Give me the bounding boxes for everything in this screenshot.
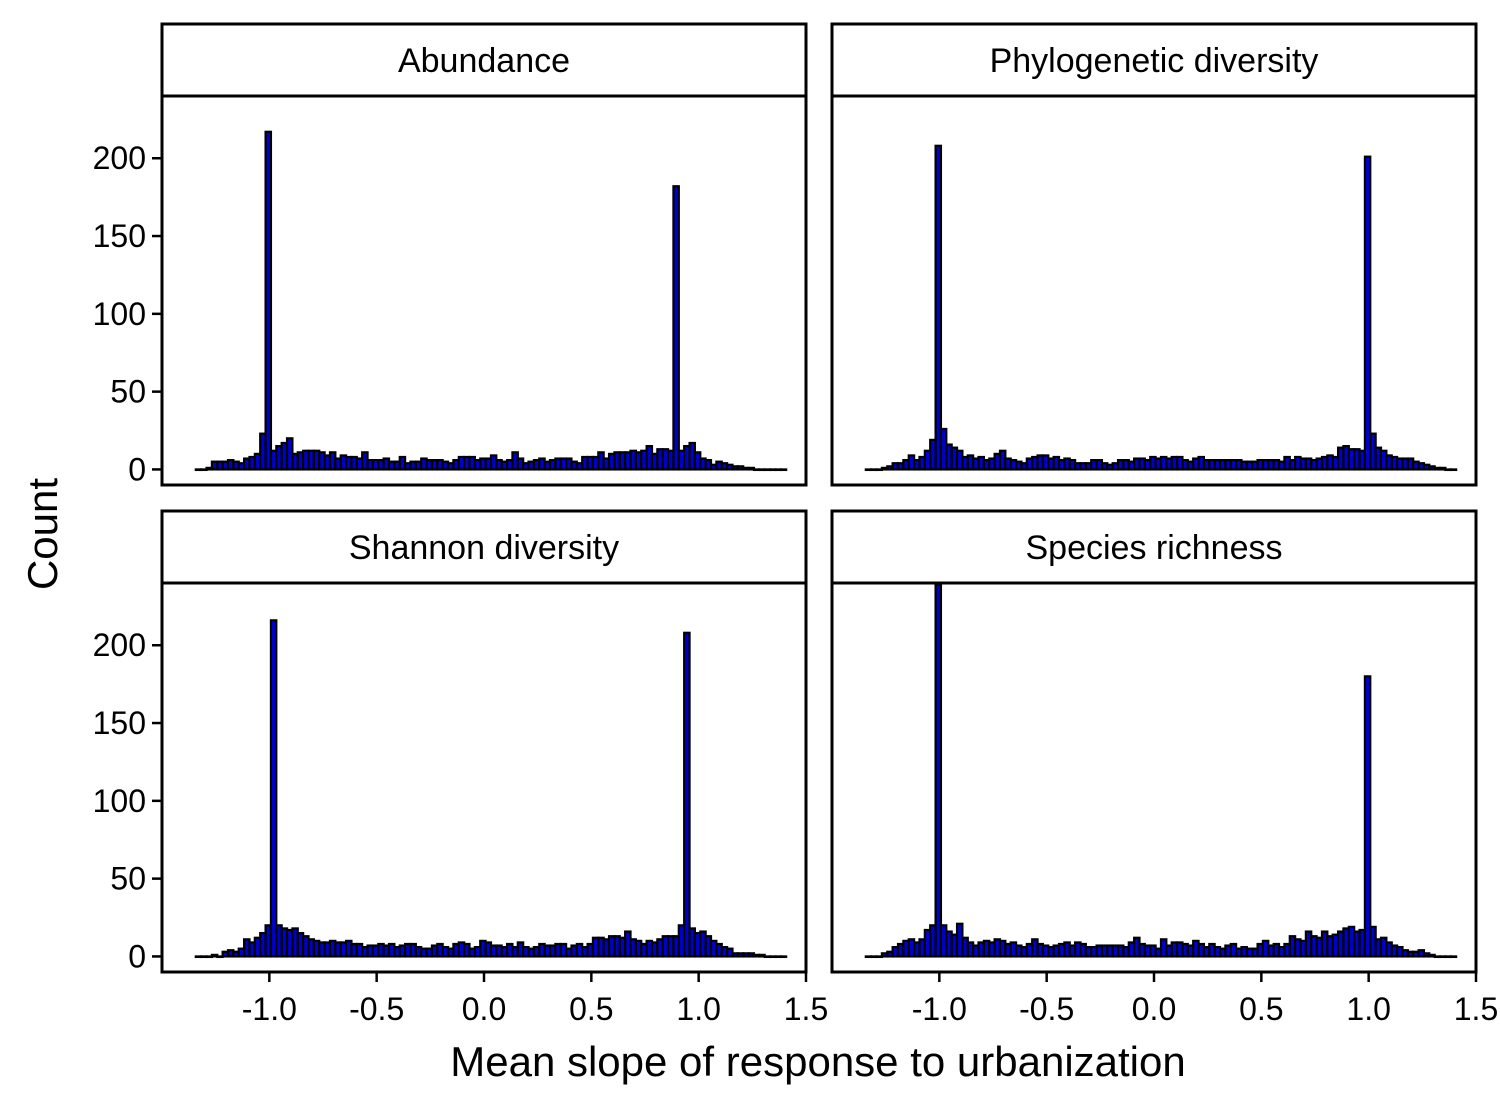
histogram-bar xyxy=(1363,675,1372,958)
facet-panel-3: Shannon diversity 0 50 100 150 200 -1.0 -0.5 0.0… xyxy=(93,509,828,1027)
histogram-bar xyxy=(934,144,943,471)
facet-panel-2: Phylogenetic diversity xyxy=(830,22,1478,487)
x-tick-label: 1.5 xyxy=(1454,991,1498,1027)
y-tick-label: 200 xyxy=(93,627,146,663)
x-tick-label: 0.0 xyxy=(462,991,506,1027)
panel-frame xyxy=(830,94,1478,487)
histogram-bars xyxy=(194,130,788,472)
x-tick-label: -1.0 xyxy=(912,991,967,1027)
facet-strip-label: Shannon diversity xyxy=(349,529,619,567)
histogram-bar xyxy=(672,185,680,471)
histogram-bars xyxy=(864,144,1458,472)
histogram-bars xyxy=(864,583,1458,959)
y-tick-label: 150 xyxy=(93,705,146,741)
histogram-bar xyxy=(1449,468,1458,472)
histogram-bar xyxy=(779,955,788,959)
y-tick-label: 50 xyxy=(110,861,146,897)
panel-frame xyxy=(830,581,1478,974)
x-axis: -1.0 -0.5 0.0 0.5 1.0 1.5 xyxy=(912,972,1498,1027)
x-tick-label: -0.5 xyxy=(349,991,404,1027)
facet-strip-label: Phylogenetic diversity xyxy=(990,42,1319,80)
histogram-bar xyxy=(1363,155,1372,471)
histogram-bar xyxy=(934,583,943,958)
facet-strip xyxy=(830,22,1478,98)
facet-panel-1: Abundance 0 50 100 150 200 xyxy=(93,22,808,487)
y-tick-label: 100 xyxy=(93,783,146,819)
y-tick-label: 0 xyxy=(128,938,146,974)
y-tick-label: 50 xyxy=(110,374,146,410)
facet-strip xyxy=(160,22,808,98)
histogram-bar xyxy=(264,130,273,471)
x-tick-label: -1.0 xyxy=(242,991,297,1027)
facet-strip-label: Abundance xyxy=(398,42,570,80)
x-tick-label: 1.0 xyxy=(676,991,720,1027)
histogram-bar xyxy=(779,468,788,472)
y-tick-label: 150 xyxy=(93,218,146,254)
histogram-bar xyxy=(1449,955,1458,959)
facet-panel-4: Species richness -1.0 -0.5 0.0 0.5 1.0 1.5 xyxy=(830,509,1498,1027)
x-tick-label: 0.5 xyxy=(1239,991,1283,1027)
panel-frame xyxy=(160,94,808,487)
histogram-bars xyxy=(194,619,788,959)
x-tick-label: -0.5 xyxy=(1019,991,1074,1027)
y-tick-label: 200 xyxy=(93,140,146,176)
y-tick-label: 0 xyxy=(128,451,146,487)
x-axis-title: Mean slope of response to urbanization xyxy=(450,1038,1185,1085)
histogram-bar xyxy=(269,619,278,958)
y-tick-label: 100 xyxy=(93,296,146,332)
x-tick-label: 1.5 xyxy=(784,991,828,1027)
x-tick-label: 0.0 xyxy=(1132,991,1176,1027)
panels-layer: Abundance 0 50 100 150 200 Phylogenetic divers… xyxy=(93,22,1498,1027)
facet-strip xyxy=(160,509,808,585)
x-tick-label: 1.0 xyxy=(1346,991,1390,1027)
x-axis: -1.0 -0.5 0.0 0.5 1.0 1.5 xyxy=(242,972,828,1027)
panel-frame xyxy=(160,581,808,974)
y-axis: 0 50 100 150 200 xyxy=(93,140,162,487)
facet-strip-label: Species richness xyxy=(1025,529,1282,567)
histogram-bar xyxy=(683,631,691,958)
y-axis: 0 50 100 150 200 xyxy=(93,627,162,974)
x-tick-label: 0.5 xyxy=(569,991,613,1027)
facet-strip xyxy=(830,509,1478,585)
y-axis-title: Count xyxy=(19,478,66,590)
